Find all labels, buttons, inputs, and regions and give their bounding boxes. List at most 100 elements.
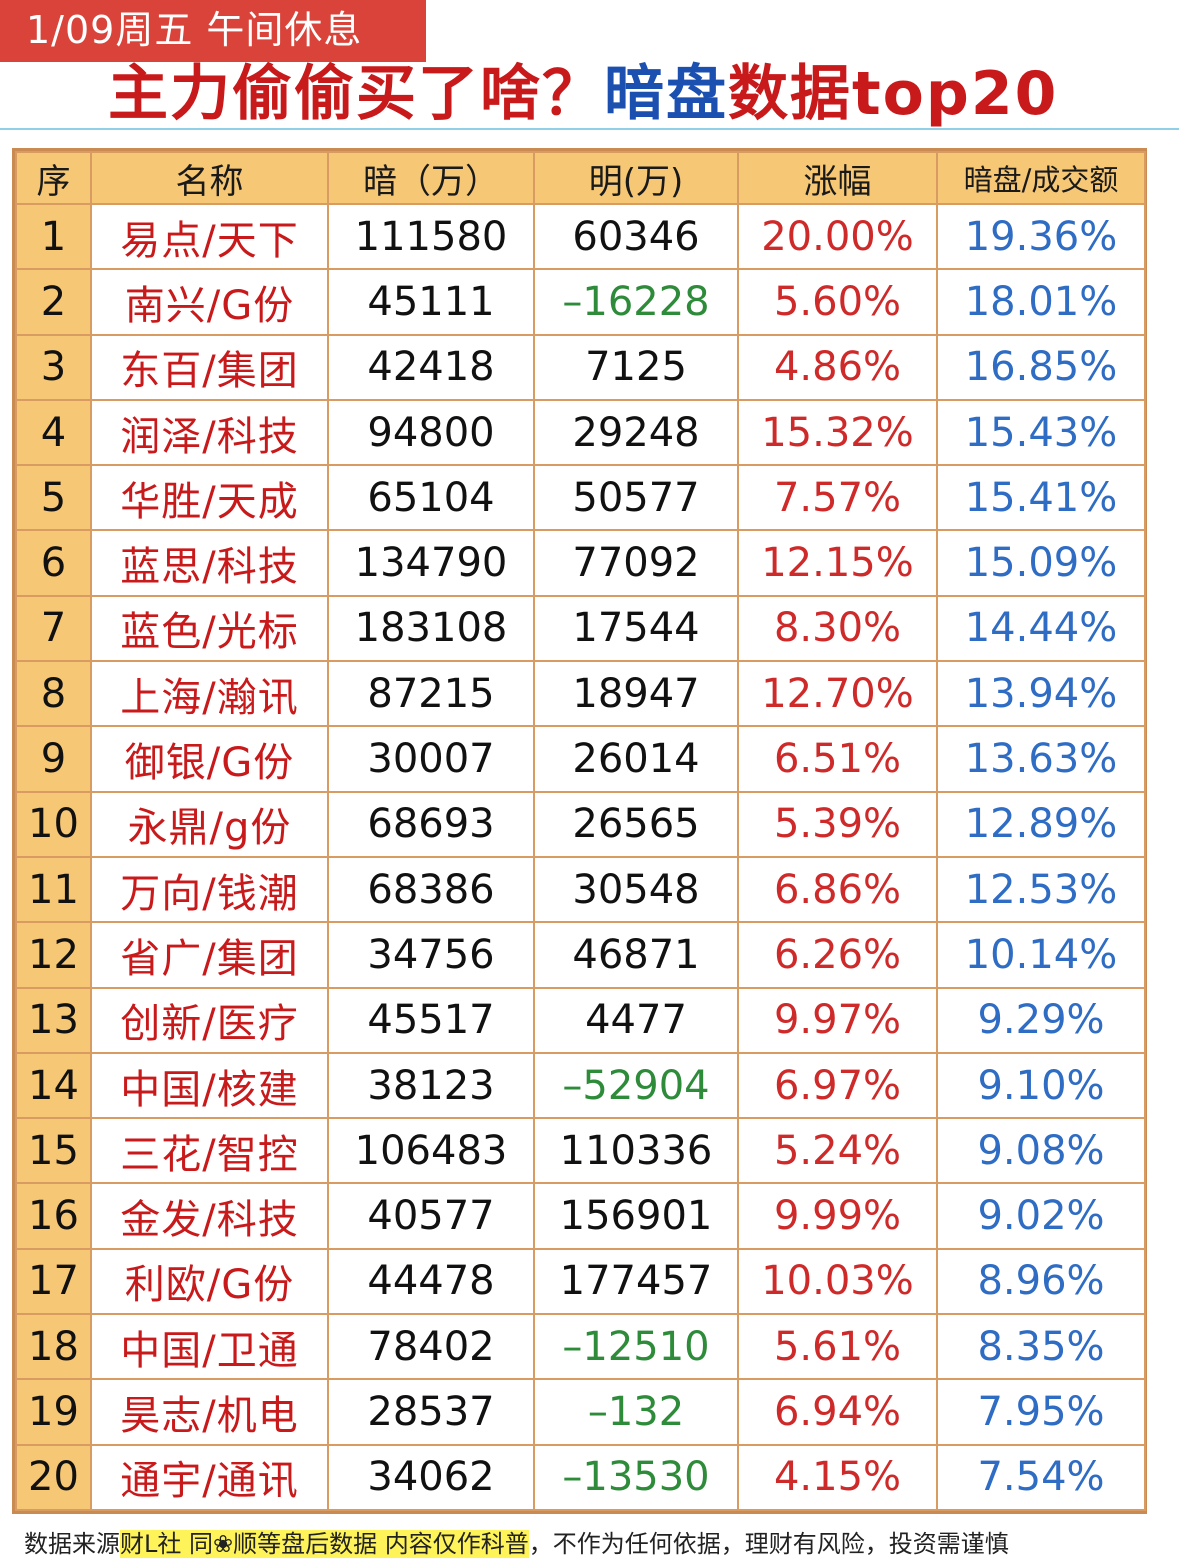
- dark-pool-ratio: 13.63%: [936, 725, 1146, 793]
- table-row: 11 万向/钱潮 68386 30548 6.86% 12.53%: [15, 855, 1146, 924]
- stock-name: 创新/医疗: [90, 986, 329, 1054]
- row-index: 17: [15, 1247, 92, 1316]
- table-body: 1 易点/天下 111580 60346 20.00% 19.36% 2 南兴/G份 45111…: [15, 202, 1146, 1511]
- lit-market-value: 177457: [533, 1247, 739, 1316]
- price-change: 5.39%: [737, 790, 938, 858]
- stock-name: 三花/智控: [90, 1117, 329, 1185]
- lit-market-value: 30548: [533, 855, 739, 924]
- lit-market-value: 50577: [533, 464, 739, 532]
- table-row: 7 蓝色/光标 183108 17544 8.30% 14.44%: [15, 594, 1146, 663]
- lit-market-value: 17544: [533, 594, 739, 663]
- dark-pool-value: 106483: [327, 1117, 535, 1185]
- table-row: 6 蓝思/科技 134790 77092 12.15% 15.09%: [15, 529, 1146, 597]
- stock-name: 蓝思/科技: [90, 529, 329, 597]
- lit-market-value: 7125: [533, 333, 739, 401]
- table-row: 15 三花/智控 106483 110336 5.24% 9.08%: [15, 1117, 1146, 1185]
- dark-pool-ratio: 12.89%: [936, 790, 1146, 858]
- lit-market-value: 26014: [533, 725, 739, 793]
- dark-pool-value: 42418: [327, 333, 535, 401]
- table-row: 8 上海/瀚讯 87215 18947 12.70% 13.94%: [15, 660, 1146, 728]
- lit-market-value: –132: [533, 1378, 739, 1446]
- row-index: 6: [15, 529, 92, 597]
- row-index: 19: [15, 1378, 92, 1446]
- lit-market-value: 29248: [533, 398, 739, 467]
- price-change: 5.61%: [737, 1313, 938, 1381]
- dark-pool-value: 38123: [327, 1051, 535, 1120]
- table-row: 20 通宇/通讯 34062 –13530 4.15% 7.54%: [15, 1443, 1146, 1511]
- row-index: 7: [15, 594, 92, 663]
- col-header-light: 明(万): [533, 151, 739, 205]
- lit-market-value: 46871: [533, 921, 739, 989]
- price-change: 7.57%: [737, 464, 938, 532]
- price-change: 4.15%: [737, 1443, 938, 1511]
- table-header-row: 序 名称 暗（万） 明(万) 涨幅 暗盘/成交额: [15, 151, 1146, 205]
- stock-name: 华胜/天成: [90, 464, 329, 532]
- lit-market-value: 77092: [533, 529, 739, 597]
- row-index: 15: [15, 1117, 92, 1185]
- lit-market-value: 18947: [533, 660, 739, 728]
- stock-name: 御银/G份: [90, 725, 329, 793]
- footer-suffix: ，不作为任何依据，理财有风险，投资需谨慎: [528, 1530, 1009, 1558]
- price-change: 10.03%: [737, 1247, 938, 1316]
- stock-name: 易点/天下: [90, 202, 329, 271]
- dark-pool-ratio: 7.54%: [936, 1443, 1146, 1511]
- dark-pool-value: 183108: [327, 594, 535, 663]
- dark-pool-value: 87215: [327, 660, 535, 728]
- col-header-name: 名称: [90, 151, 329, 205]
- table-row: 1 易点/天下 111580 60346 20.00% 19.36%: [15, 202, 1146, 271]
- dark-pool-value: 45517: [327, 986, 535, 1054]
- row-index: 1: [15, 202, 92, 271]
- dark-pool-ratio: 16.85%: [936, 333, 1146, 401]
- price-change: 12.70%: [737, 660, 938, 728]
- title-tail: 数据top20: [728, 59, 1059, 129]
- row-index: 16: [15, 1182, 92, 1250]
- col-header-change: 涨幅: [737, 151, 938, 205]
- title-question: 主力偷偷买了啥？: [108, 59, 604, 129]
- date-banner: 1/09周五 午间休息: [0, 0, 426, 62]
- row-index: 8: [15, 660, 92, 728]
- col-header-dark: 暗（万）: [327, 151, 535, 205]
- dark-pool-ratio: 9.10%: [936, 1051, 1146, 1120]
- stock-name: 中国/核建: [90, 1051, 329, 1120]
- price-change: 6.26%: [737, 921, 938, 989]
- price-change: 20.00%: [737, 202, 938, 271]
- table-row: 12 省广/集团 34756 46871 6.26% 10.14%: [15, 921, 1146, 989]
- date-banner-text: 1/09周五 午间休息: [26, 8, 363, 52]
- price-change: 6.51%: [737, 725, 938, 793]
- price-change: 8.30%: [737, 594, 938, 663]
- row-index: 2: [15, 268, 92, 336]
- ranking-table: 序 名称 暗（万） 明(万) 涨幅 暗盘/成交额 1 易点/天下 111580 603…: [15, 151, 1146, 1511]
- row-index: 11: [15, 855, 92, 924]
- dark-pool-ratio: 9.29%: [936, 986, 1146, 1054]
- table-row: 17 利欧/G份 44478 177457 10.03% 8.96%: [15, 1247, 1146, 1316]
- dark-pool-ratio: 9.02%: [936, 1182, 1146, 1250]
- dark-pool-ratio: 7.95%: [936, 1378, 1146, 1446]
- dark-pool-value: 68386: [327, 855, 535, 924]
- footer-highlight: 财L社 同❀顺等盘后数据 内容仅作科普: [120, 1530, 529, 1558]
- col-header-ratio: 暗盘/成交额: [936, 151, 1146, 205]
- stock-name: 利欧/G份: [90, 1247, 329, 1316]
- dark-pool-value: 94800: [327, 398, 535, 467]
- dark-pool-ratio: 8.96%: [936, 1247, 1146, 1316]
- dark-pool-ratio: 19.36%: [936, 202, 1146, 271]
- price-change: 5.60%: [737, 268, 938, 336]
- dark-pool-ratio: 10.14%: [936, 921, 1146, 989]
- price-change: 4.86%: [737, 333, 938, 401]
- col-header-index: 序: [15, 151, 92, 205]
- lit-market-value: 156901: [533, 1182, 739, 1250]
- lit-market-value: 26565: [533, 790, 739, 858]
- stock-name: 蓝色/光标: [90, 594, 329, 663]
- footer-prefix: 数据来源: [24, 1530, 120, 1558]
- price-change: 5.24%: [737, 1117, 938, 1185]
- stock-name: 南兴/G份: [90, 268, 329, 336]
- table-row: 9 御银/G份 30007 26014 6.51% 13.63%: [15, 725, 1146, 793]
- table-row: 13 创新/医疗 45517 4477 9.97% 9.29%: [15, 986, 1146, 1054]
- row-index: 3: [15, 333, 92, 401]
- dark-pool-value: 34062: [327, 1443, 535, 1511]
- price-change: 6.97%: [737, 1051, 938, 1120]
- dark-pool-value: 44478: [327, 1247, 535, 1316]
- stock-name: 万向/钱潮: [90, 855, 329, 924]
- stock-name: 昊志/机电: [90, 1378, 329, 1446]
- row-index: 13: [15, 986, 92, 1054]
- row-index: 18: [15, 1313, 92, 1381]
